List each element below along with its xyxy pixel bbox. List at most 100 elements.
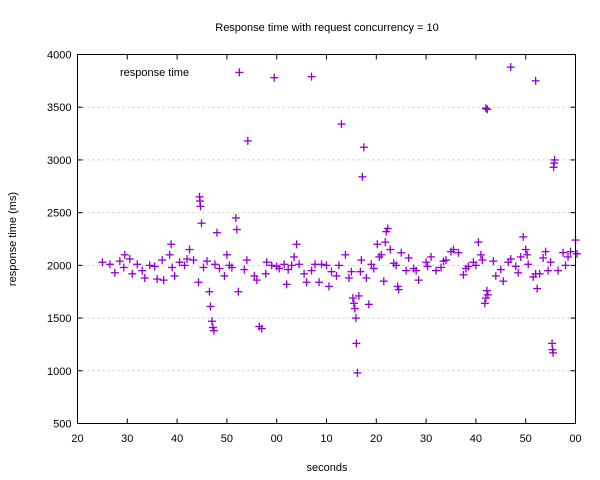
data-point-0-122 <box>449 245 458 254</box>
data-point-0-86 <box>353 368 362 377</box>
data-point-0-128 <box>471 261 480 270</box>
data-point-0-166 <box>564 252 573 261</box>
y-tick-label-3000: 3000 <box>47 155 71 167</box>
x-tick-label-3: 50 <box>221 433 233 445</box>
data-point-0-24 <box>189 256 198 265</box>
data-point-0-3 <box>115 257 124 266</box>
data-point-0-1 <box>105 260 114 269</box>
data-point-0-81 <box>348 294 357 303</box>
data-point-0-118 <box>437 263 446 272</box>
data-point-0-72 <box>322 261 331 270</box>
data-point-0-108 <box>397 248 406 257</box>
data-point-0-20 <box>175 258 184 267</box>
data-point-0-143 <box>514 268 523 277</box>
data-point-0-170 <box>235 68 244 77</box>
data-point-0-135 <box>483 290 492 299</box>
data-point-0-0 <box>98 258 107 267</box>
data-point-0-174 <box>483 105 492 114</box>
data-point-0-148 <box>524 260 533 269</box>
x-tick-label-8: 40 <box>470 433 482 445</box>
data-point-0-84 <box>351 314 360 323</box>
data-point-0-102 <box>383 224 392 233</box>
data-point-0-99 <box>379 277 388 286</box>
data-point-0-90 <box>358 172 367 181</box>
x-tick-label-9: 50 <box>520 433 532 445</box>
data-point-0-67 <box>302 278 311 287</box>
data-point-0-76 <box>334 261 343 270</box>
data-point-0-12 <box>150 262 159 271</box>
y-tick-label-1500: 1500 <box>47 313 71 325</box>
data-point-0-147 <box>523 250 532 259</box>
data-point-0-117 <box>432 266 441 275</box>
data-point-0-92 <box>362 274 371 283</box>
data-point-0-51 <box>252 276 261 285</box>
data-point-0-164 <box>559 248 568 257</box>
data-point-0-130 <box>476 250 485 259</box>
data-point-0-176 <box>531 76 540 85</box>
data-point-0-82 <box>349 299 358 308</box>
data-point-0-93 <box>364 300 373 309</box>
data-point-0-172 <box>307 72 316 81</box>
x-tick-label-5: 10 <box>320 433 332 445</box>
data-point-0-48 <box>242 256 251 265</box>
data-point-0-105 <box>392 261 401 270</box>
x-tick-label-6: 20 <box>370 433 382 445</box>
grid-lines <box>77 106 576 372</box>
data-point-0-107 <box>394 285 403 294</box>
data-point-0-30 <box>199 263 208 272</box>
data-point-0-32 <box>205 287 214 296</box>
data-point-0-59 <box>280 260 289 269</box>
y-tick-label-4000: 4000 <box>47 50 71 62</box>
data-point-0-151 <box>533 284 542 293</box>
data-point-0-74 <box>327 267 336 276</box>
data-point-0-19 <box>170 271 179 280</box>
data-point-0-41 <box>222 250 231 259</box>
data-point-0-53 <box>257 324 266 333</box>
data-point-0-78 <box>341 250 350 259</box>
data-point-0-95 <box>369 264 378 273</box>
data-point-0-44 <box>231 213 240 222</box>
legend-label: response time <box>120 67 189 79</box>
data-point-0-14 <box>158 256 167 265</box>
x-tick-label-10: 00 <box>569 433 581 445</box>
data-point-0-80 <box>347 267 356 276</box>
data-point-0-98 <box>377 250 386 259</box>
data-point-0-36 <box>209 326 218 335</box>
y-tick-label-3500: 3500 <box>47 102 71 114</box>
data-point-0-54 <box>261 269 270 278</box>
data-point-0-55 <box>262 258 271 267</box>
data-point-0-66 <box>300 269 309 278</box>
data-point-0-65 <box>295 260 304 269</box>
data-point-0-113 <box>414 276 423 285</box>
data-point-0-103 <box>386 245 395 254</box>
data-point-0-60 <box>282 280 291 289</box>
data-point-0-75 <box>332 271 341 280</box>
data-point-0-46 <box>234 287 243 296</box>
data-point-0-77 <box>337 120 346 129</box>
data-point-0-18 <box>168 263 177 272</box>
data-point-0-96 <box>373 240 382 249</box>
data-point-0-49 <box>243 136 252 145</box>
data-point-0-136 <box>489 257 498 266</box>
data-points <box>98 63 581 377</box>
data-point-0-16 <box>165 250 174 259</box>
data-point-0-15 <box>159 276 168 285</box>
data-point-0-45 <box>232 225 241 234</box>
data-point-0-7 <box>128 269 137 278</box>
data-point-0-87 <box>354 291 363 300</box>
data-point-0-8 <box>133 260 142 269</box>
data-point-0-28 <box>196 202 205 211</box>
x-tick-label-7: 30 <box>420 433 432 445</box>
plot-frame <box>77 54 576 424</box>
data-point-0-34 <box>207 317 216 326</box>
data-point-0-144 <box>516 252 525 261</box>
data-point-0-109 <box>402 266 411 275</box>
data-point-0-162 <box>550 155 559 164</box>
data-point-0-23 <box>185 245 194 254</box>
data-point-0-134 <box>482 286 491 295</box>
data-point-0-142 <box>511 262 520 271</box>
data-point-0-40 <box>220 271 229 280</box>
data-point-0-71 <box>317 260 326 269</box>
data-point-0-9 <box>138 266 147 275</box>
